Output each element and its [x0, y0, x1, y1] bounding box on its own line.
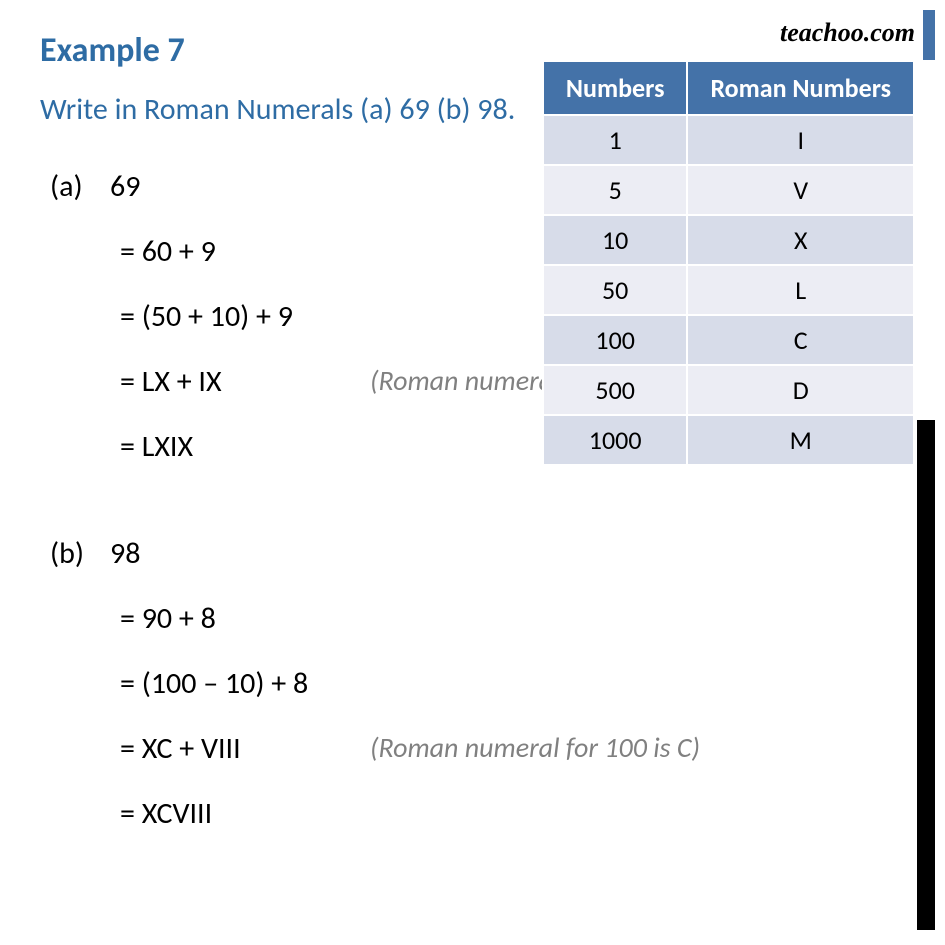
- table-row: 500D: [543, 365, 914, 415]
- col-header-numbers: Numbers: [543, 61, 688, 115]
- brand-accent-bar: [923, 10, 935, 60]
- part-b: (b) 98 = 90 + 8 = (100 – 10) + 8 = XC + …: [50, 535, 905, 832]
- table-row: 10X: [543, 215, 914, 265]
- part-b-value: 98: [110, 535, 140, 572]
- part-b-label: (b): [50, 535, 110, 572]
- table-row: 50L: [543, 265, 914, 315]
- brand-logo: teachoo.com: [780, 18, 915, 48]
- col-header-roman: Roman Numbers: [687, 61, 914, 115]
- step-text: = XCVIII: [120, 795, 350, 832]
- part-a-label: (a): [50, 168, 110, 205]
- step-text: = (50 + 10) + 9: [120, 298, 350, 335]
- table-row: 5V: [543, 165, 914, 215]
- part-a-value: 69: [110, 168, 140, 205]
- step-text: = (100 – 10) + 8: [120, 665, 350, 702]
- table-header-row: Numbers Roman Numbers: [543, 61, 914, 115]
- step-text: = 90 + 8: [120, 600, 350, 637]
- table-row: 1000M: [543, 415, 914, 465]
- step-text: = XC + VIII: [120, 730, 350, 767]
- side-black-bar: [917, 420, 935, 930]
- step-text: = 60 + 9: [120, 233, 350, 270]
- table-row: 1I: [543, 115, 914, 165]
- table-row: 100C: [543, 315, 914, 365]
- roman-reference-table: Numbers Roman Numbers 1I 5V 10X 50L 100C…: [542, 60, 915, 466]
- step-note: (Roman numeral for 100 is C): [370, 730, 700, 766]
- step-text: = LXIX: [120, 428, 350, 465]
- step-text: = LX + IX: [120, 363, 350, 400]
